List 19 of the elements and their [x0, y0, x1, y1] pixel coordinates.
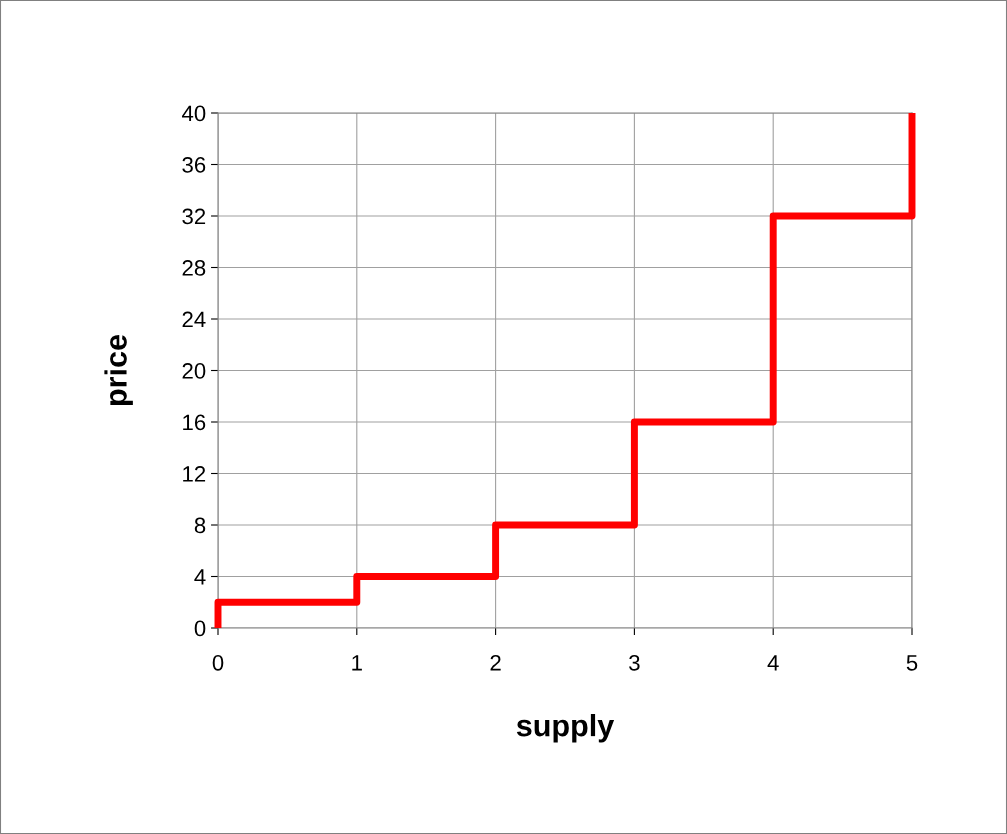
- y-tick-label: 8: [194, 517, 206, 534]
- x-axis-title: supply: [516, 713, 615, 743]
- y-axis-title: price: [104, 335, 133, 405]
- y-tick-label: 32: [182, 208, 206, 225]
- y-tick-label: 28: [182, 260, 206, 276]
- y-tick-label: 0: [194, 620, 206, 637]
- y-tick-label: 36: [182, 157, 206, 173]
- x-tick-label: 5: [906, 655, 918, 671]
- y-tick-label: 40: [181, 105, 206, 122]
- x-tick-label: 3: [629, 654, 640, 671]
- x-tick-label: 4: [767, 655, 779, 671]
- y-tick-label: 24: [182, 311, 206, 328]
- y-tick-label: 4: [194, 569, 206, 585]
- x-tick-label: 0: [212, 654, 224, 671]
- x-tick-label: 2: [490, 654, 501, 671]
- y-tick-label: 20: [182, 363, 206, 379]
- x-tick-label: 1: [352, 655, 362, 671]
- y-tick-label: 12: [183, 466, 206, 482]
- y-tick-label: 16: [183, 414, 206, 431]
